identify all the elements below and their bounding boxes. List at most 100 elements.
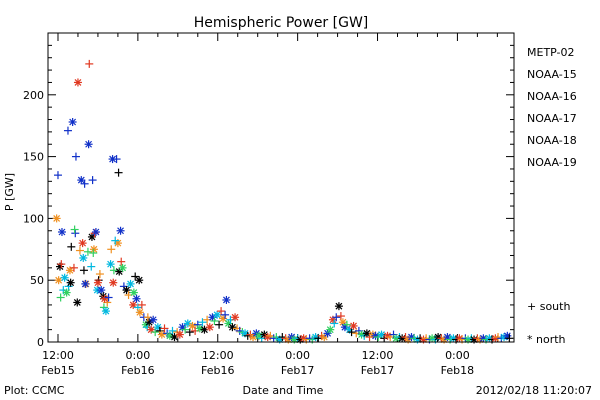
marker-key-north: * north	[527, 333, 566, 346]
south-point-noaa-19	[217, 307, 226, 316]
north-point-noaa-15	[91, 227, 100, 236]
north-point-noaa-16	[449, 334, 458, 343]
x-tick-time-label: 0:00	[126, 349, 151, 362]
south-point-noaa-19	[85, 59, 94, 68]
legend-entry-noaa-18: NOAA-18	[527, 134, 577, 147]
x-tick-date-label: Feb18	[441, 364, 474, 377]
south-point-noaa-16	[198, 318, 207, 327]
north-point-noaa-17	[428, 334, 437, 343]
y-tick-label: 150	[23, 151, 44, 164]
north-point-noaa-15	[149, 315, 158, 324]
north-point-noaa-16	[153, 323, 162, 332]
north-point-noaa-15	[97, 286, 106, 295]
x-tick-time-label: 0:00	[445, 349, 470, 362]
north-point-noaa-15	[116, 226, 125, 235]
plot-frame	[47, 32, 515, 343]
north-point-noaa-15	[84, 140, 93, 149]
north-point-noaa-16	[79, 253, 88, 262]
north-point-noaa-15	[323, 329, 332, 338]
north-point-noaa-19	[73, 78, 82, 87]
south-point-noaa-16	[330, 319, 339, 328]
south-point-noaa-19	[336, 312, 345, 321]
north-point-metp-02	[334, 302, 343, 311]
y-tick-label: 50	[30, 274, 44, 287]
north-point-noaa-17	[326, 325, 335, 334]
south-point-metp-02	[278, 333, 287, 342]
south-point-noaa-17	[83, 247, 92, 256]
south-point-noaa-19	[117, 257, 126, 266]
south-point-metp-02	[131, 272, 140, 281]
legend-entry-noaa-17: NOAA-17	[527, 112, 577, 125]
south-point-noaa-18	[107, 245, 116, 254]
south-point-metp-02	[67, 242, 76, 251]
y-tick-label: 200	[23, 89, 44, 102]
south-point-noaa-16	[111, 236, 120, 245]
south-point-metp-02	[215, 320, 224, 329]
north-point-noaa-16	[126, 279, 135, 288]
north-point-noaa-19	[93, 278, 102, 287]
north-point-noaa-19	[491, 334, 500, 343]
north-point-noaa-19	[349, 321, 358, 330]
north-point-noaa-16	[101, 307, 110, 316]
north-point-noaa-18	[157, 330, 166, 339]
x-tick-time-label: 0:00	[285, 349, 310, 362]
south-point-noaa-16	[64, 282, 73, 291]
south-point-noaa-15	[193, 320, 202, 329]
north-point-noaa-18	[89, 245, 98, 254]
north-point-noaa-19	[100, 294, 109, 303]
south-point-noaa-15	[88, 176, 97, 185]
north-point-noaa-17	[118, 263, 127, 272]
x-tick-time-label: 12:00	[42, 349, 74, 362]
south-point-noaa-17	[109, 266, 118, 275]
legend-entry-noaa-19: NOAA-19	[527, 156, 577, 169]
south-point-noaa-19	[57, 260, 66, 269]
south-point-noaa-15	[63, 126, 72, 135]
north-point-noaa-18	[219, 314, 228, 323]
x-tick-date-label: Feb16	[201, 364, 234, 377]
north-point-noaa-18	[249, 333, 258, 342]
south-point-noaa-15	[80, 179, 89, 188]
south-point-noaa-17	[89, 249, 98, 258]
north-point-noaa-19	[78, 239, 87, 248]
north-point-metp-02	[87, 232, 96, 241]
south-point-noaa-15	[53, 171, 62, 180]
north-point-noaa-15	[81, 279, 90, 288]
south-point-noaa-17	[210, 316, 219, 325]
south-point-noaa-15	[332, 313, 341, 322]
tick-layer: 0 50 100 150 200 12:00 Feb15 0:00 Feb16 12:00 Feb1…	[23, 32, 514, 377]
north-point-noaa-17	[62, 288, 71, 297]
south-point-metp-02	[185, 328, 194, 337]
legend-entry-metp-02: METP-02	[527, 46, 575, 59]
south-point-noaa-15	[71, 229, 80, 238]
north-point-noaa-19	[231, 313, 240, 322]
north-point-noaa-19	[263, 333, 272, 342]
north-point-metp-02	[66, 278, 75, 287]
north-point-noaa-16	[213, 310, 222, 319]
south-point-noaa-16	[87, 262, 96, 271]
south-point-metp-02	[347, 328, 356, 337]
marker-key-south: + south	[527, 300, 570, 313]
north-point-noaa-19	[205, 323, 214, 332]
chart-title: Hemispheric Power [GW]	[194, 15, 369, 31]
south-point-noaa-15	[71, 152, 80, 161]
south-point-noaa-17	[99, 303, 108, 312]
south-point-noaa-19	[69, 263, 78, 272]
north-point-noaa-18	[52, 214, 61, 223]
north-point-noaa-15	[68, 117, 77, 126]
south-point-noaa-15	[112, 155, 121, 164]
north-point-noaa-19	[175, 330, 184, 339]
south-point-metp-02	[79, 266, 88, 275]
north-point-noaa-18	[188, 321, 197, 330]
x-tick-time-label: 12:00	[202, 349, 234, 362]
south-point-noaa-18	[95, 270, 104, 279]
footer-source: Plot: CCMC	[4, 384, 65, 397]
south-point-noaa-17	[56, 293, 65, 302]
north-point-noaa-17	[392, 334, 401, 343]
south-point-noaa-19	[160, 324, 169, 333]
north-point-noaa-15	[57, 227, 66, 236]
footer-timestamp: 2012/02/18 11:20:07	[476, 384, 592, 397]
y-tick-label: 100	[23, 212, 44, 225]
y-tick-label: 0	[37, 336, 44, 349]
south-point-noaa-15	[221, 310, 230, 319]
south-point-metp-02	[155, 326, 164, 335]
